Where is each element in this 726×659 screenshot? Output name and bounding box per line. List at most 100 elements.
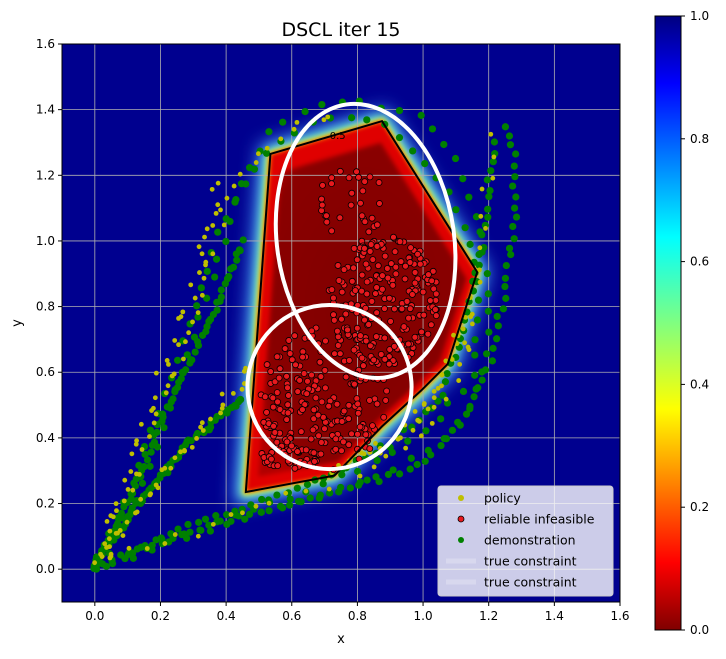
policy-point: [283, 490, 289, 496]
demonstration-point: [138, 479, 147, 487]
reliable-infeasible-point: [363, 290, 371, 298]
reliable-infeasible-point: [387, 260, 395, 267]
demonstration-point: [512, 150, 520, 158]
policy-point: [104, 545, 109, 550]
demonstration-point: [217, 286, 225, 294]
demonstration-point: [493, 335, 501, 343]
demonstration-point: [441, 378, 450, 386]
policy-point: [186, 330, 192, 336]
legend-dot-marker: [458, 495, 464, 501]
demonstration-point: [456, 421, 464, 429]
reliable-infeasible-point: [375, 179, 383, 186]
reliable-infeasible-point: [392, 263, 400, 271]
reliable-infeasible-point: [338, 315, 345, 323]
demonstration-point: [509, 222, 517, 231]
policy-point: [219, 405, 225, 411]
reliable-infeasible-point: [267, 455, 275, 463]
demonstration-point: [421, 159, 429, 168]
policy-point: [383, 453, 389, 459]
reliable-infeasible-point: [274, 398, 281, 406]
reliable-infeasible-point: [414, 250, 422, 258]
reliable-infeasible-point: [328, 227, 336, 235]
reliable-infeasible-point: [284, 409, 292, 417]
policy-point: [176, 315, 181, 321]
policy-point: [178, 449, 183, 455]
demonstration-point: [301, 108, 309, 116]
policy-point: [294, 119, 300, 125]
demonstration-point: [355, 481, 363, 489]
demonstration-point: [265, 128, 273, 136]
reliable-infeasible-point: [355, 173, 362, 181]
policy-point: [168, 465, 174, 471]
policy-point: [490, 175, 496, 181]
demonstration-point: [373, 456, 381, 465]
demonstration-point: [191, 348, 199, 356]
policy-point: [412, 409, 418, 414]
reliable-infeasible-point: [381, 334, 389, 342]
policy-point: [200, 428, 206, 433]
policy-point: [224, 195, 230, 201]
demonstration-point: [164, 469, 172, 477]
demonstration-point: [474, 384, 482, 392]
policy-point: [208, 416, 213, 422]
y-tick-label: 0.0: [36, 562, 55, 576]
demonstration-point: [346, 484, 354, 492]
reliable-infeasible-point: [373, 400, 381, 408]
reliable-infeasible-point: [350, 346, 358, 354]
reliable-infeasible-point: [334, 333, 342, 341]
policy-point: [162, 541, 168, 546]
demonstration-point: [502, 261, 510, 270]
policy-point: [130, 487, 136, 493]
policy-point: [194, 436, 199, 441]
reliable-infeasible-point: [317, 450, 325, 458]
policy-point: [195, 310, 201, 316]
reliable-infeasible-point: [345, 356, 353, 364]
reliable-infeasible-point: [377, 350, 385, 358]
policy-point: [182, 448, 187, 453]
reliable-infeasible-point: [333, 400, 341, 408]
policy-point: [439, 372, 445, 378]
policy-point: [230, 390, 236, 396]
reliable-infeasible-point: [353, 256, 361, 264]
reliable-infeasible-point: [269, 394, 277, 402]
reliable-infeasible-point: [292, 361, 299, 369]
policy-point: [134, 438, 140, 444]
y-tick-label: 1.6: [36, 37, 55, 51]
policy-point: [456, 378, 462, 383]
policy-point: [114, 508, 119, 514]
demonstration-point: [511, 173, 519, 181]
reliable-infeasible-point: [291, 332, 299, 340]
policy-point: [163, 390, 169, 396]
reliable-infeasible-point: [342, 373, 350, 381]
reliable-infeasible-point: [307, 435, 315, 443]
policy-point: [108, 513, 114, 519]
demonstration-point: [232, 196, 240, 204]
policy-point: [126, 545, 132, 551]
demonstration-point: [203, 294, 211, 302]
demonstration-point: [484, 290, 492, 298]
reliable-infeasible-point: [390, 342, 398, 350]
demonstration-point: [265, 507, 273, 515]
reliable-infeasible-point: [300, 370, 308, 377]
colorbar-tick-label: 0.2: [690, 500, 709, 514]
demonstration-point: [247, 501, 255, 509]
demonstration-point: [133, 545, 141, 553]
policy-point: [181, 356, 186, 362]
demonstration-point: [297, 498, 305, 506]
reliable-infeasible-point: [373, 242, 381, 250]
demonstration-point: [428, 125, 437, 133]
demonstration-point: [512, 193, 520, 201]
policy-point: [92, 560, 98, 566]
reliable-infeasible-point: [358, 354, 366, 362]
colorbar-tick-label: 0.4: [690, 377, 709, 391]
demonstration-point: [427, 451, 435, 459]
reliable-infeasible-point: [351, 380, 358, 388]
reliable-infeasible-point: [365, 321, 372, 328]
reliable-infeasible-point: [429, 267, 437, 275]
x-tick-label: 1.4: [545, 609, 564, 623]
policy-point: [201, 275, 207, 281]
reliable-infeasible-point: [370, 356, 378, 364]
demonstration-point: [193, 429, 202, 438]
demonstration-point: [98, 560, 107, 568]
